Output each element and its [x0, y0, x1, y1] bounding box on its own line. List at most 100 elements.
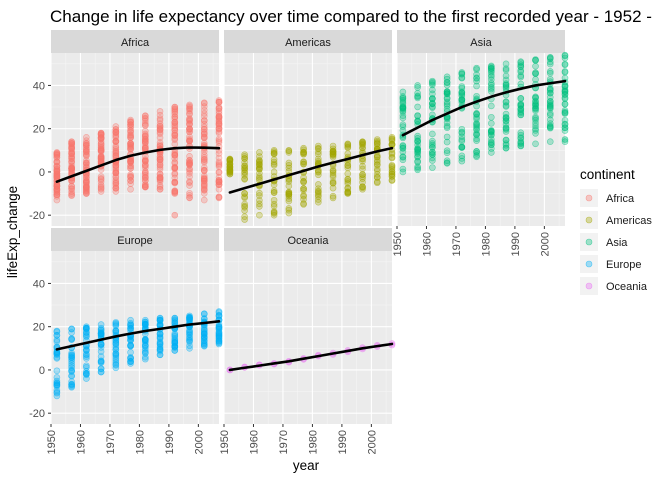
data-point: [443, 133, 451, 141]
data-point: [315, 189, 322, 197]
data-point: [186, 345, 193, 352]
data-point: [215, 129, 223, 137]
data-point: [142, 347, 149, 355]
data-point: [200, 341, 208, 348]
data-point: [156, 345, 164, 352]
data-point: [83, 323, 90, 330]
data-point: [200, 110, 208, 117]
data-point: [68, 153, 75, 160]
data-point: [285, 188, 293, 196]
data-point: [186, 135, 193, 143]
data-point: [156, 164, 164, 171]
data-point: [127, 349, 134, 356]
facet-strip: [224, 30, 392, 53]
data-point: [473, 75, 480, 82]
y-tick-label: 40: [33, 278, 45, 290]
data-point: [171, 150, 179, 158]
data-point: [171, 122, 179, 130]
data-point: [215, 337, 223, 345]
data-point: [473, 121, 480, 129]
data-point: [215, 322, 223, 330]
data-point: [171, 187, 179, 195]
data-point: [112, 339, 120, 346]
data-point: [429, 103, 436, 110]
data-point: [329, 171, 337, 179]
data-point: [215, 139, 223, 146]
data-point: [156, 338, 164, 346]
data-point: [142, 137, 149, 145]
data-point: [270, 168, 278, 176]
data-point: [344, 180, 352, 187]
data-point: [171, 124, 179, 132]
data-point: [186, 110, 193, 117]
data-point: [359, 162, 366, 170]
data-point: [127, 131, 134, 139]
data-point: [127, 185, 134, 193]
data-point: [171, 129, 179, 137]
data-point: [97, 175, 105, 182]
y-tick-label: -20: [29, 210, 45, 222]
data-point: [443, 159, 451, 166]
data-point: [285, 162, 293, 169]
data-point: [156, 108, 164, 115]
data-point: [97, 173, 105, 180]
data-point: [83, 369, 90, 377]
x-axis-label: year: [293, 458, 320, 473]
data-point: [112, 360, 120, 368]
data-point: [256, 174, 263, 182]
data-point: [517, 111, 525, 119]
data-point: [502, 65, 510, 72]
data-point: [68, 360, 75, 367]
x-tick-label: 2000: [366, 430, 378, 454]
data-point: [488, 141, 495, 149]
smooth-trend-line: [228, 342, 394, 372]
data-point: [359, 138, 366, 145]
data-point: [171, 337, 179, 345]
data-point: [488, 102, 495, 110]
data-point: [488, 113, 495, 121]
data-point: [399, 148, 407, 156]
data-point: [53, 165, 61, 173]
data-point: [473, 64, 480, 72]
data-point: [373, 137, 381, 145]
data-point: [502, 117, 510, 125]
facet-strip: [224, 228, 392, 251]
data-point: [502, 136, 510, 144]
data-point: [458, 157, 466, 165]
data-point: [399, 165, 407, 173]
data-point: [517, 58, 525, 65]
data-point: [83, 353, 90, 360]
data-point: [186, 173, 193, 181]
data-point: [83, 187, 90, 195]
data-point: [502, 83, 510, 91]
data-point: [53, 168, 61, 175]
data-point: [200, 172, 208, 180]
data-point: [546, 89, 554, 97]
data-point: [344, 178, 352, 185]
panel-background: [397, 53, 565, 226]
smooth-trend-line: [55, 319, 221, 351]
data-point: [546, 68, 554, 75]
data-point: [502, 144, 510, 152]
data-point: [68, 329, 75, 336]
data-point: [97, 129, 105, 137]
data-point-outlier: [171, 211, 179, 219]
data-point: [142, 177, 149, 185]
data-point: [156, 165, 164, 173]
y-axis-label: lifeExp_change: [5, 186, 20, 278]
data-point: [414, 135, 421, 142]
data-point: [561, 61, 569, 69]
data-point: [142, 170, 149, 177]
data-point: [112, 123, 120, 130]
data-point: [315, 171, 322, 179]
data-point: [300, 179, 307, 186]
data-point: [200, 154, 208, 161]
data-point: [488, 64, 495, 72]
data-point: [171, 113, 179, 121]
x-tick-label: 1960: [421, 232, 433, 256]
data-point: [359, 171, 366, 179]
y-tick-label: 40: [33, 80, 45, 92]
x-tick-label: 1950: [46, 430, 58, 454]
data-point: [473, 102, 480, 110]
data-point: [156, 115, 164, 122]
